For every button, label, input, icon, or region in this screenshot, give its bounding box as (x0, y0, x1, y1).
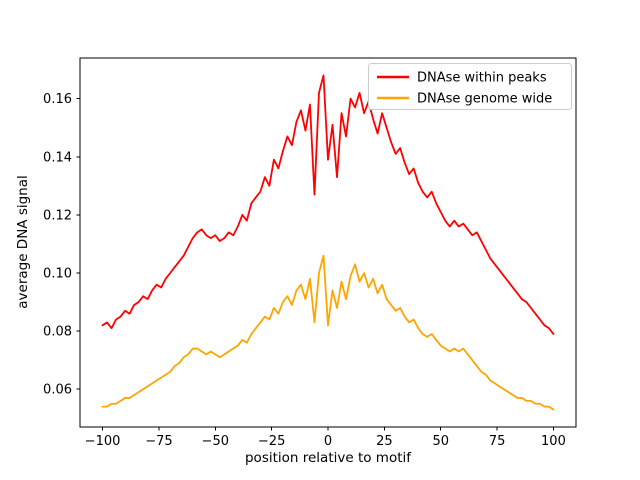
y-axis-ticks: 0.06 0.08 0.10 0.12 0.14 0.16 (43, 92, 80, 398)
x-tick-label: 75 (489, 434, 506, 449)
x-tick-label: −25 (258, 434, 285, 449)
legend: DNAse within peaks DNAse genome wide (368, 63, 572, 110)
y-tick-label: 0.16 (43, 92, 72, 107)
y-tick-label: 0.06 (43, 383, 72, 398)
y-tick-label: 0.12 (43, 208, 72, 223)
y-tick-label: 0.10 (43, 267, 72, 282)
x-tick-label: −75 (145, 434, 172, 449)
y-axis-label: average DNA signal (15, 175, 31, 309)
series-lines (101, 74, 555, 411)
series-line-dnase-genome-wide (101, 254, 555, 411)
x-tick-label: −50 (202, 434, 229, 449)
x-tick-label: 25 (376, 434, 393, 449)
x-tick-label: 0 (324, 434, 332, 449)
y-tick-label: 0.14 (43, 150, 72, 165)
legend-box (368, 63, 572, 110)
axes-spines (79, 57, 577, 428)
legend-label-genome-wide: DNAse genome wide (417, 92, 552, 107)
x-tick-label: 50 (432, 434, 449, 449)
x-tick-label: 100 (541, 434, 566, 449)
x-tick-label: −100 (85, 434, 121, 449)
plot-area (80, 58, 576, 427)
legend-label-within-peaks: DNAse within peaks (417, 71, 547, 86)
x-axis-ticks: −100 −75 −50 −25 0 25 50 75 100 (85, 427, 566, 449)
y-tick-label: 0.08 (43, 325, 72, 340)
x-axis-label: position relative to motif (245, 450, 412, 466)
series-line-dnase-within-peaks (101, 74, 555, 335)
